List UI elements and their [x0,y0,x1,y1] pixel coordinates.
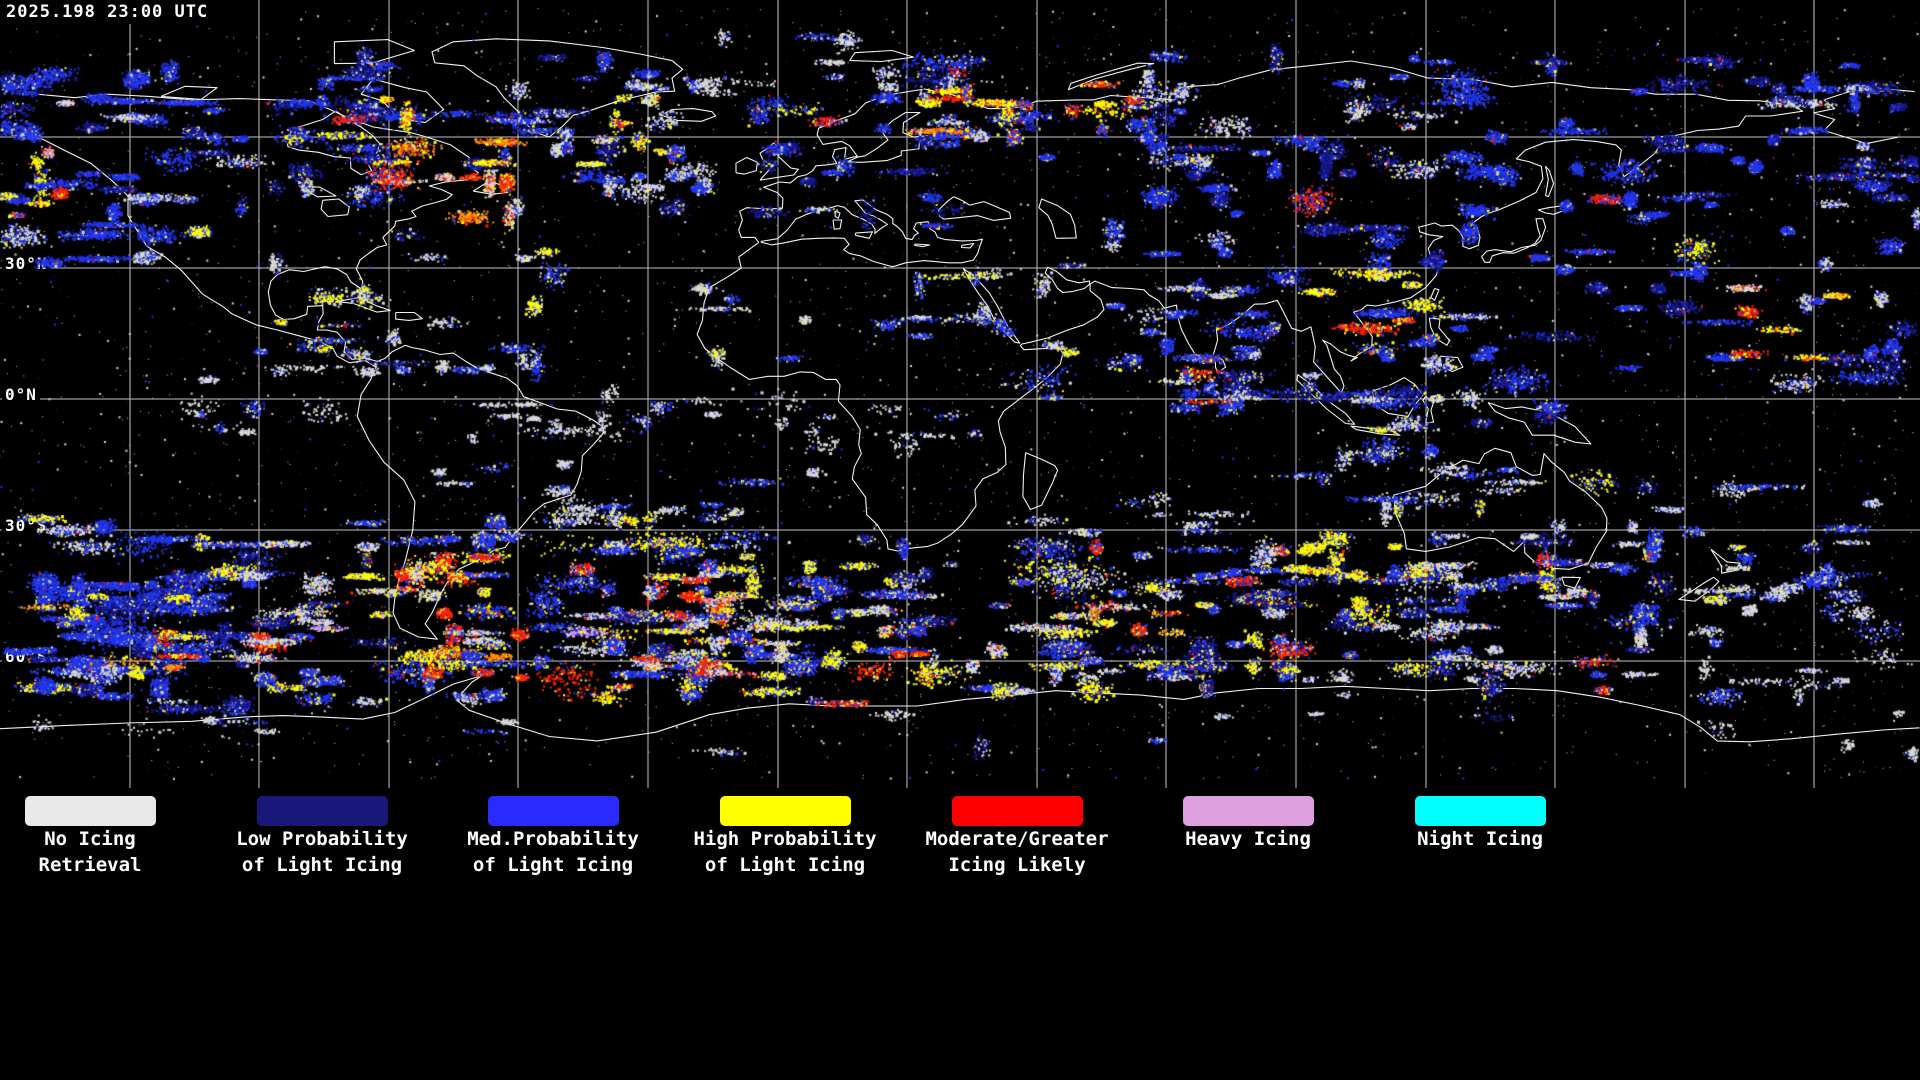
legend-item-2: Med.Probability of Light Icing [437,796,669,878]
legend-swatch-3 [719,796,851,826]
legend: No Icing Retrieval Low Probability of Light… [0,788,1920,1080]
legend-item-0: No Icing Retrieval [0,796,206,878]
legend-label-2-line-0: Med.Probability [467,828,639,850]
legend-swatch-6 [1414,796,1546,826]
legend-swatch-1 [256,796,388,826]
legend-label-0-line-1: Retrieval [38,854,142,876]
legend-label-1-line-0: Low Probability [236,828,408,850]
legend-swatch-0 [24,796,156,826]
legend-label-3-line-1: of Light Icing [704,854,866,876]
legend-swatch-4 [951,796,1083,826]
legend-item-1: Low Probability of Light Icing [206,796,438,878]
legend-swatch-5 [1182,796,1314,826]
legend-item-6: Night Icing [1364,796,1596,852]
timestamp: 2025.198 23:00 UTC [0,0,215,24]
legend-label-0-line-0: No Icing [44,828,136,850]
legend-label-5-line-0: Heavy Icing [1185,828,1311,850]
legend-label-1-line-1: of Light Icing [241,854,403,876]
legend-label-2-line-1: of Light Icing [472,854,634,876]
legend-item-3: High Probability of Light Icing [669,796,901,878]
icing-data-layer [0,0,1920,788]
world-map: 30°N0°N30°S60°S 2025.198 23:00 UTC [0,0,1920,788]
legend-item-5: Heavy Icing [1132,796,1364,852]
legend-label-4-line-0: Moderate/Greater [925,828,1109,850]
legend-swatch-2 [487,796,619,826]
legend-label-4-line-1: Icing Likely [948,854,1086,876]
legend-item-4: Moderate/Greater Icing Likely [901,796,1133,878]
legend-label-3-line-0: High Probability [693,828,877,850]
legend-label-6-line-0: Night Icing [1417,828,1543,850]
